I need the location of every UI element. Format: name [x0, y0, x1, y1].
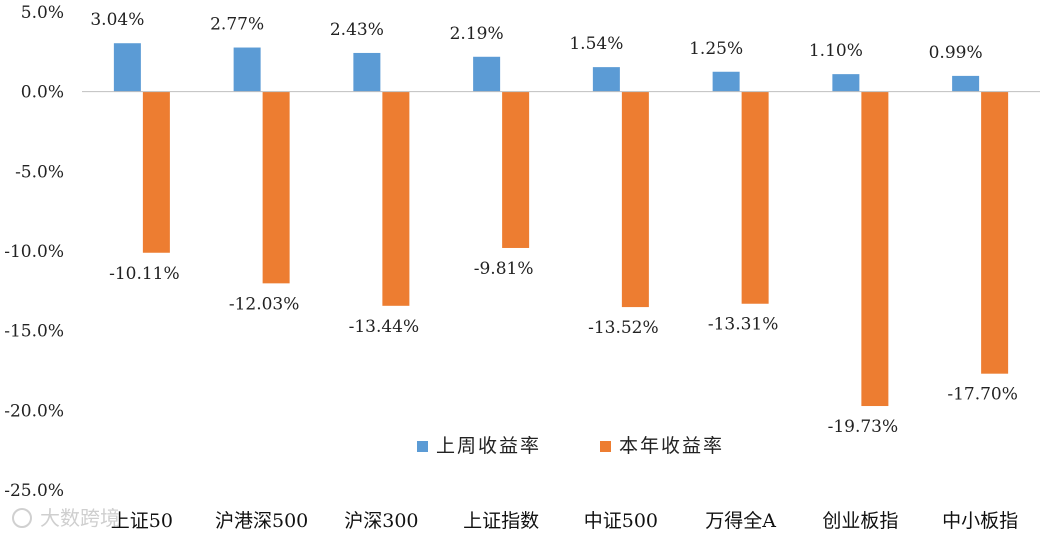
- data-label-weekly: 1.10%: [809, 41, 863, 61]
- x-axis-categories: 上证50 沪港深500 沪深300 上证指数 中证500 万得全A 创业板指 中小板指: [111, 510, 1018, 532]
- legend-swatch-weekly: [417, 441, 428, 452]
- y-tick-label: -15.0%: [4, 322, 64, 342]
- x-category-label: 中证500: [584, 510, 658, 532]
- data-label-ytd: -13.31%: [708, 315, 779, 335]
- bar-ytd-return: [621, 91, 649, 308]
- bar-ytd-return: [142, 91, 170, 253]
- bar-weekly-return: [113, 43, 141, 92]
- x-category-label: 中小板指: [942, 510, 1018, 532]
- y-tick-label: 0.0%: [21, 83, 64, 103]
- data-labels: 3.04% -10.11% 2.77% -12.03% 2.43% -13.44% 2.19…: [90, 10, 1018, 437]
- data-label-ytd: -19.73%: [828, 417, 899, 437]
- data-label-weekly: 2.77%: [210, 15, 264, 35]
- y-tick-label: 5.0%: [21, 3, 64, 23]
- x-category-label: 沪深300: [344, 510, 418, 532]
- bar-ytd-return: [861, 91, 889, 407]
- x-category-label: 上证50: [111, 510, 173, 532]
- bar-weekly-return: [353, 52, 381, 92]
- data-label-weekly: 2.19%: [450, 24, 504, 44]
- watermark: 大数跨境: [12, 506, 120, 530]
- data-label-ytd: -13.52%: [588, 318, 659, 338]
- bar-weekly-return: [233, 47, 261, 92]
- y-tick-label: -20.0%: [4, 401, 64, 421]
- bar-weekly-return: [952, 75, 980, 92]
- y-tick-label: -5.0%: [15, 162, 64, 182]
- bar-ytd-return: [262, 91, 290, 284]
- x-category-label: 沪港深500: [215, 510, 308, 532]
- legend-label-weekly: 上周收益率: [436, 435, 541, 457]
- data-label-weekly: 1.54%: [569, 34, 623, 54]
- data-label-ytd: -13.44%: [349, 317, 420, 337]
- watermark-logo-icon: [12, 508, 32, 528]
- data-label-weekly: 3.04%: [90, 10, 144, 30]
- y-tick-label: -25.0%: [4, 481, 64, 501]
- y-axis: 5.0% 0.0% -5.0% -10.0% -15.0% -20.0% -25.0%: [4, 3, 64, 501]
- data-label-ytd: -17.70%: [947, 385, 1018, 405]
- x-category-label: 创业板指: [822, 510, 898, 532]
- data-label-ytd: -10.11%: [109, 264, 180, 284]
- data-label-ytd: -12.03%: [229, 294, 300, 314]
- data-label-weekly: 0.99%: [929, 43, 983, 63]
- watermark-text: 大数跨境: [40, 506, 120, 530]
- bar-weekly-return: [592, 67, 620, 92]
- x-category-label: 万得全A: [705, 510, 776, 532]
- bar-weekly-return: [832, 74, 860, 92]
- bar-ytd-return: [502, 91, 530, 248]
- data-label-weekly: 1.25%: [689, 39, 743, 59]
- legend-swatch-ytd: [600, 441, 611, 452]
- data-label-ytd: -9.81%: [474, 259, 534, 279]
- data-label-weekly: 2.43%: [330, 20, 384, 40]
- bar-ytd-return: [382, 91, 410, 306]
- bar-weekly-return: [712, 71, 740, 92]
- x-category-label: 上证指数: [463, 510, 539, 532]
- bar-ytd-return: [741, 91, 769, 304]
- bar-weekly-return: [473, 56, 501, 92]
- y-tick-label: -10.0%: [4, 242, 64, 262]
- bar-ytd-return: [981, 91, 1009, 374]
- bars: [113, 43, 1009, 407]
- legend-label-ytd: 本年收益率: [619, 435, 724, 457]
- legend: 上周收益率 本年收益率: [417, 435, 724, 457]
